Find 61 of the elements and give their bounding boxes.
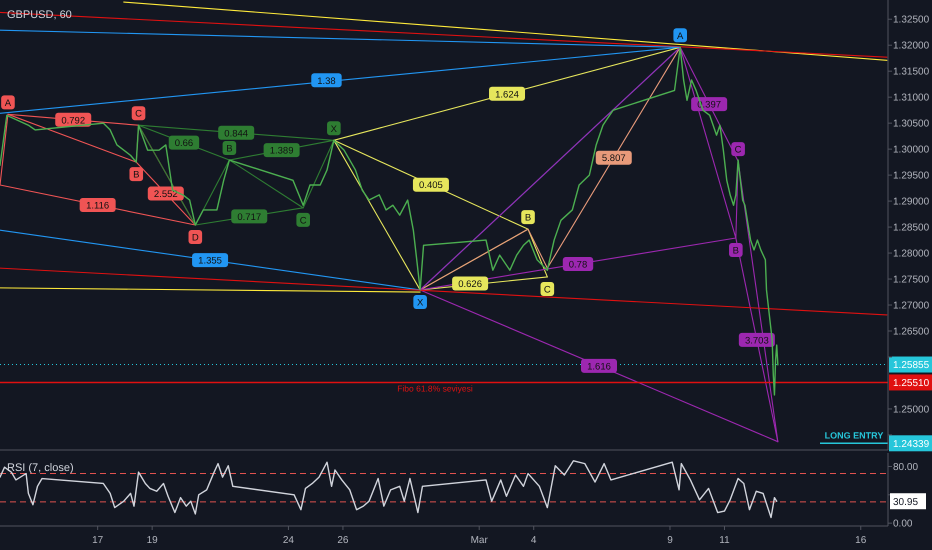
y-tick-label: 1.32500	[893, 14, 930, 26]
y-tick-label: 1.27500	[893, 274, 930, 286]
x-tick-label: 19	[146, 535, 158, 546]
y-tick-label: 0.00	[893, 518, 913, 530]
x-tick-label: 16	[855, 535, 867, 546]
y-tick-label: 1.31500	[893, 66, 930, 78]
x-tick-label: 9	[667, 535, 674, 546]
ref-line-label: LONG ENTRY	[824, 430, 884, 440]
y-tick-label: 80.00	[893, 462, 918, 473]
annotation: B	[732, 245, 740, 256]
annotation: C	[135, 108, 142, 120]
x-tick-label: 4	[530, 535, 537, 546]
y-tick-label: 1.31000	[893, 92, 930, 104]
annotation: 0.717	[237, 212, 262, 223]
y-tick-label: 1.30000	[893, 144, 930, 156]
x-tick-label: 17	[92, 535, 104, 546]
annotation: B	[226, 144, 233, 155]
annotation: 1.616	[587, 361, 611, 372]
y-tick-label: 1.29000	[893, 196, 930, 208]
x-tick-label: 24	[282, 535, 294, 546]
annotation: 5.807	[602, 153, 626, 164]
x-tick-label: Mar	[470, 535, 488, 546]
y-tick-label: 1.26500	[893, 326, 930, 338]
annotation: 1.389	[270, 146, 294, 157]
y-tick-label: 1.32000	[893, 40, 930, 52]
annotation: 0.844	[224, 128, 248, 140]
text: RSI (7, close)	[7, 462, 74, 474]
y-tick-label: 1.28500	[893, 222, 930, 234]
x-tick-label: 11	[719, 535, 730, 546]
annotation: 1.116	[86, 200, 110, 212]
x-tick-label: 26	[337, 535, 349, 546]
annotation: 1.355	[198, 256, 222, 267]
annotation: D	[192, 232, 199, 244]
annotation: X	[330, 124, 338, 135]
annotation: 0.66	[174, 138, 194, 150]
y-tick-label: 1.30500	[893, 118, 930, 130]
y-tick-label: 1.25510	[893, 378, 930, 389]
annotation: C	[544, 284, 551, 296]
annotation: A	[4, 98, 12, 109]
annotation: 0.626	[458, 278, 482, 290]
annotation: C	[734, 144, 742, 156]
annotation: B	[133, 170, 140, 181]
annotation: 1.38	[317, 76, 336, 87]
annotation: X	[416, 297, 424, 308]
y-tick-label: 1.25855	[893, 360, 930, 372]
annotation: 0.405	[419, 180, 443, 192]
ref-line-label: Fibo 61.8% seviyesi	[397, 383, 473, 394]
y-tick-label: 1.25000	[893, 404, 930, 416]
annotation: C	[300, 215, 307, 226]
text: 30.95	[893, 497, 918, 508]
annotation: 0.78	[568, 259, 588, 270]
annotation: 2.552	[154, 189, 178, 200]
y-tick-label: 1.24339	[893, 438, 930, 450]
y-tick-label: 1.29500	[893, 170, 930, 182]
annotation: 3.703	[744, 335, 769, 346]
y-tick-label: 1.28000	[893, 248, 930, 260]
y-tick-label: 1.27000	[893, 300, 930, 312]
annotation: A	[677, 30, 684, 42]
annotation: B	[524, 212, 532, 224]
annotation: 0.792	[61, 115, 86, 126]
annotation: 1.624	[495, 89, 519, 100]
